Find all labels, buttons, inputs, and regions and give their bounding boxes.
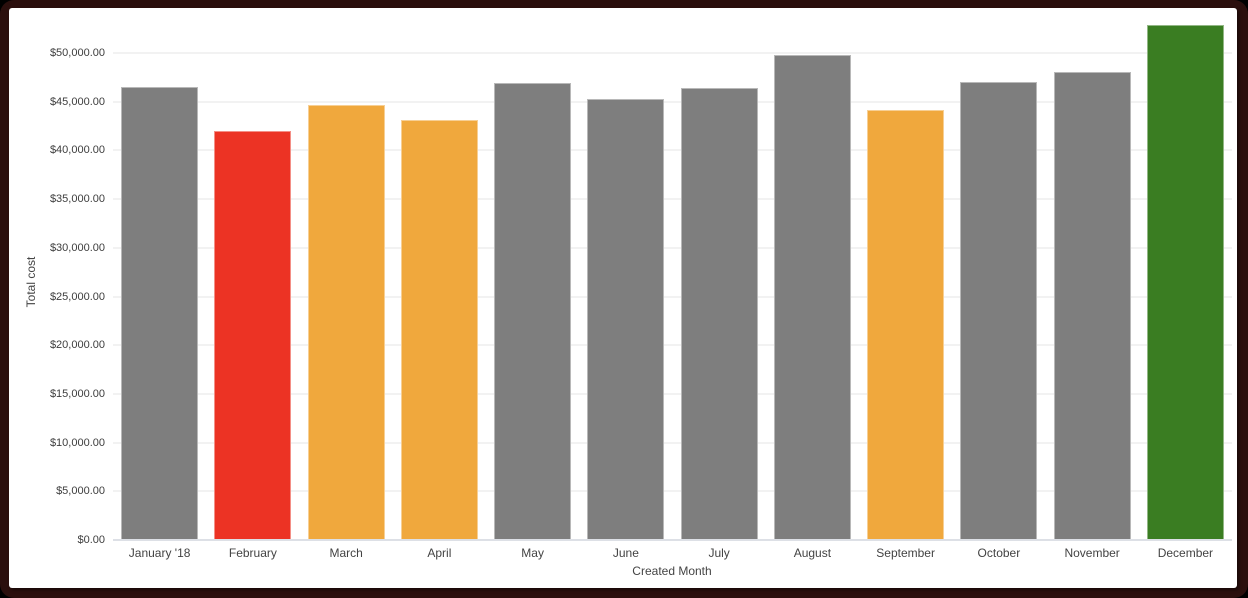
x-axis-tick-label: October (977, 546, 1021, 560)
y-axis-tick-label: $5,000.00 (56, 485, 105, 498)
gridline (113, 100, 1232, 103)
y-axis-tick-label: $40,000.00 (49, 144, 105, 157)
gridline (113, 441, 1232, 444)
x-axis-line (113, 539, 1232, 541)
x-axis-tick-label: February (228, 546, 277, 560)
gridline (113, 344, 1232, 347)
bar-band (673, 24, 766, 540)
gridline (113, 198, 1232, 201)
y-axis-tick-label: $0.00 (77, 534, 105, 546)
bar-band (952, 24, 1045, 540)
x-axis-tick-label: September (876, 546, 935, 560)
x-axis-tick-label: June (612, 546, 639, 560)
x-axis-tick-label: August (793, 546, 832, 560)
x-axis-labels: January '18 February March April May June July… (113, 544, 1232, 562)
y-axis-tick-label: $45,000.00 (49, 95, 105, 108)
bar-june[interactable] (587, 99, 665, 540)
y-axis-tick-label: $20,000.00 (49, 339, 105, 352)
bar-band (393, 24, 486, 540)
y-axis-tick-label: $25,000.00 (49, 290, 105, 303)
bar-band (486, 24, 579, 540)
bar-july[interactable] (680, 88, 758, 540)
bar-band (766, 24, 859, 540)
gridline (113, 149, 1232, 152)
bar-november[interactable] (1053, 72, 1131, 540)
x-axis-tick-label: March (329, 546, 363, 560)
x-axis-title: Created Month (632, 564, 712, 578)
y-axis-tick-label: $30,000.00 (49, 241, 105, 254)
bar-band (300, 24, 393, 540)
bar-august[interactable] (773, 55, 851, 540)
y-axis-tick-label: $10,000.00 (49, 436, 105, 449)
bar-band (1046, 24, 1139, 540)
gridline (113, 295, 1232, 298)
bar-band (113, 24, 206, 540)
x-axis-tick-label: July (708, 546, 730, 560)
bar-band (579, 24, 672, 540)
x-axis-tick-label: May (521, 546, 544, 560)
x-axis-tick-label: December (1157, 546, 1214, 560)
gridline (113, 246, 1232, 249)
bar-band (1139, 24, 1232, 540)
bar-september[interactable] (867, 110, 945, 540)
plot-area (113, 24, 1232, 541)
bar-january-18[interactable] (121, 87, 199, 540)
chart-card: Total cost $0.00 $5,000.00 $10,000.00 $15,0… (9, 8, 1237, 588)
gridline (113, 392, 1232, 395)
y-axis-tick-label: $50,000.00 (49, 47, 105, 59)
x-axis-tick-label: January '18 (128, 546, 191, 560)
y-axis-tick-label: $35,000.00 (49, 193, 105, 206)
x-axis-tick-label: November (1064, 546, 1120, 560)
bar-band (859, 24, 952, 540)
bar-october[interactable] (960, 82, 1038, 540)
bar-february[interactable] (214, 131, 292, 540)
y-axis-tick-label: $15,000.00 (49, 387, 105, 400)
gridline (113, 490, 1232, 493)
bar-band (206, 24, 299, 540)
bar-december[interactable] (1146, 25, 1224, 540)
x-axis-tick-label: April (427, 546, 452, 560)
bar-march[interactable] (307, 105, 385, 540)
gridline (113, 52, 1232, 54)
bars-container (113, 24, 1232, 540)
bar-april[interactable] (400, 120, 478, 540)
y-axis-labels: $0.00 $5,000.00 $10,000.00 $15,000.00 $20,00… (9, 24, 105, 546)
bar-may[interactable] (494, 83, 572, 540)
